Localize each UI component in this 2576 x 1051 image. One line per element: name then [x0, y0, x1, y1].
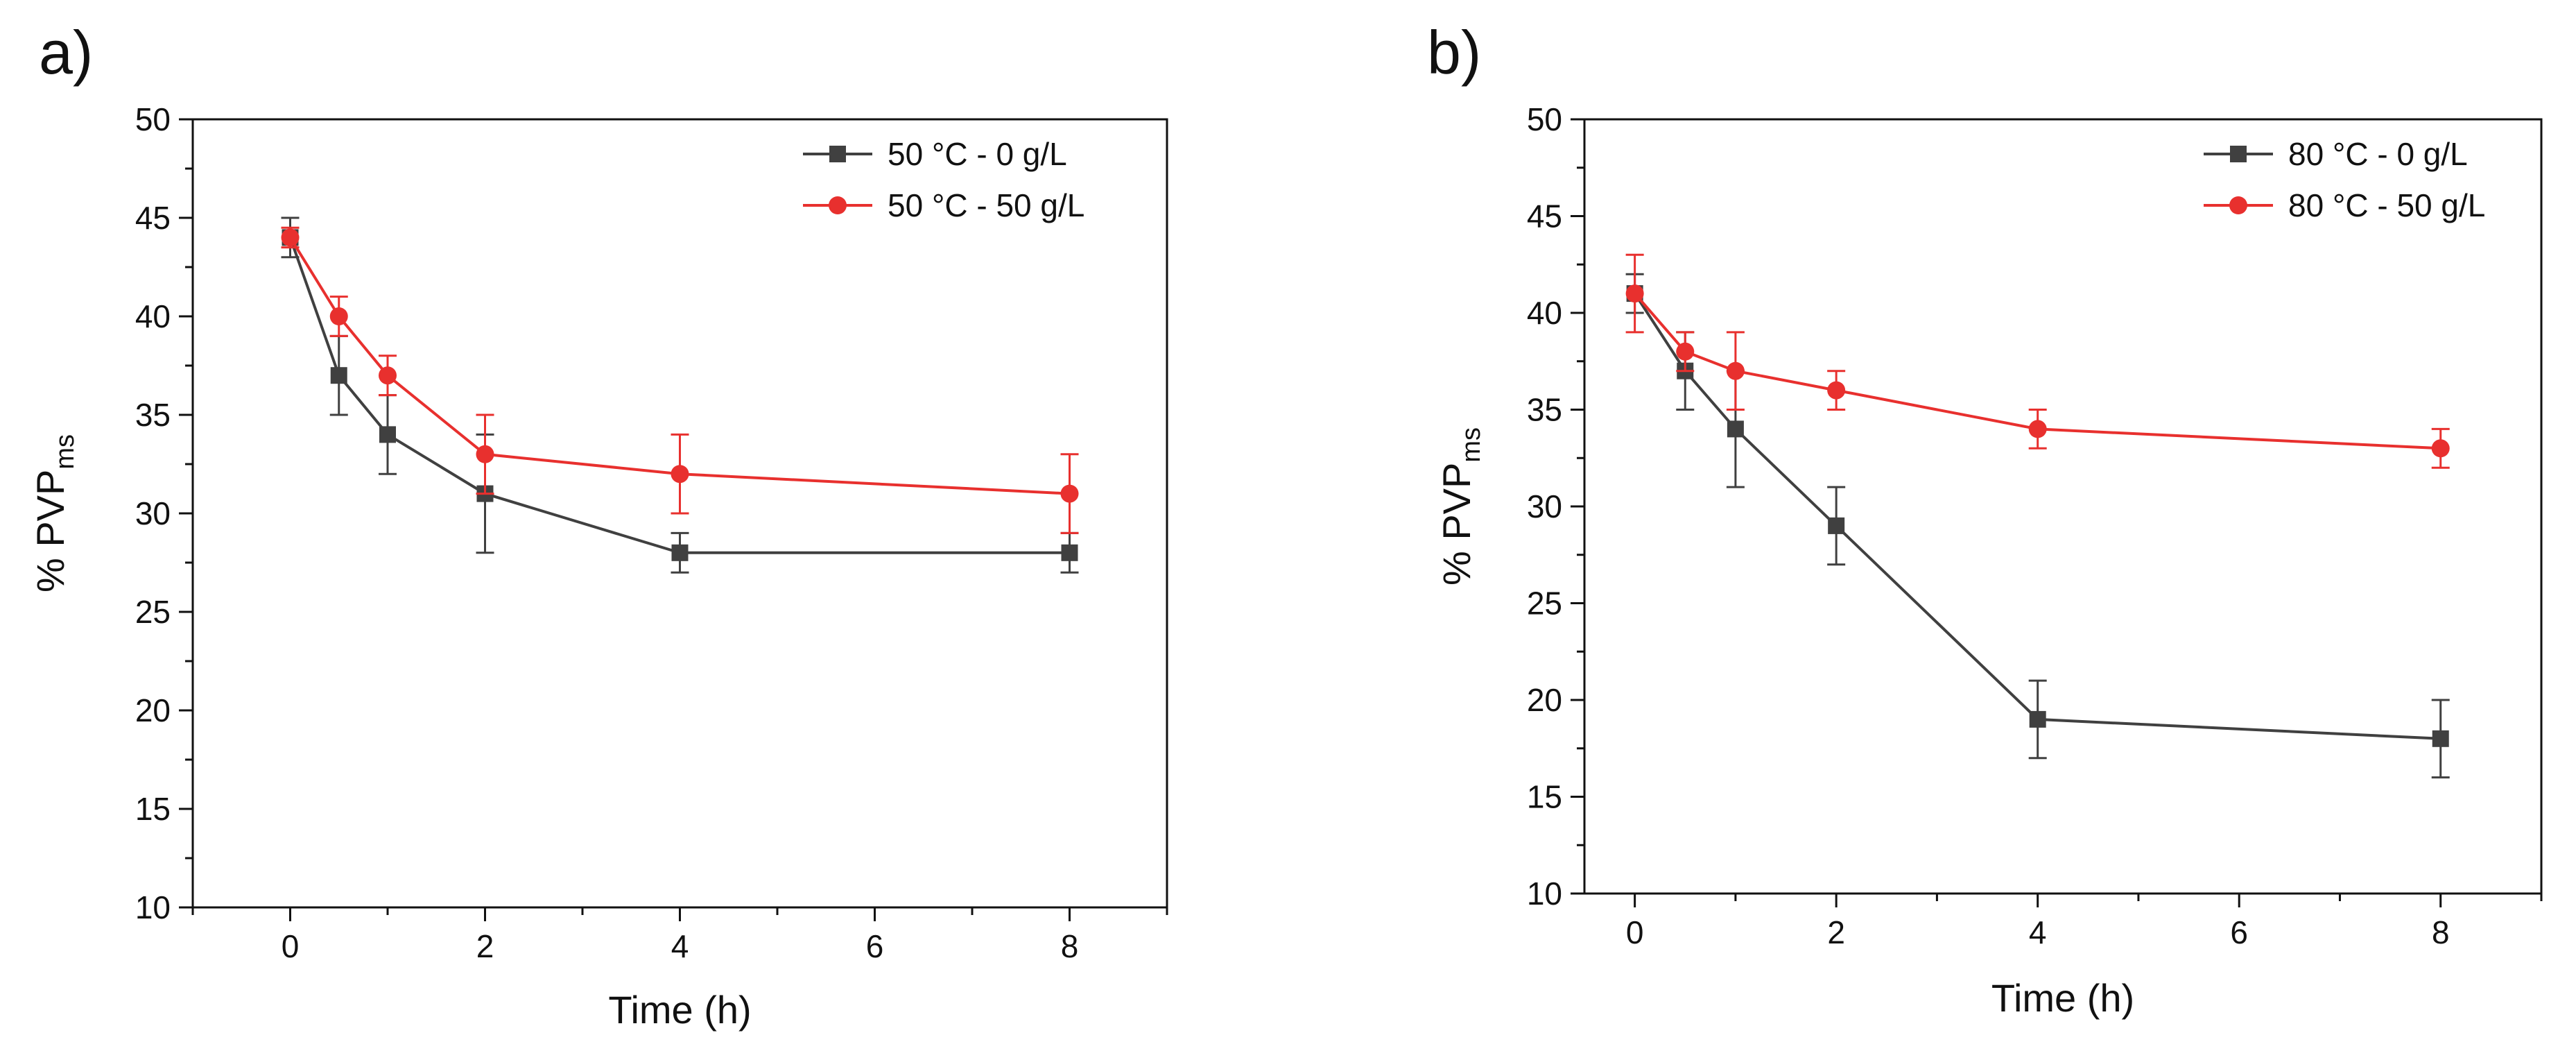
- y-tick-label: 25: [1527, 586, 1562, 622]
- data-point: [2431, 439, 2450, 458]
- y-tick-label: 50: [1527, 101, 1562, 137]
- legend-marker: [829, 196, 847, 214]
- legend: 50 °C - 0 g/L 50 °C - 50 g/L: [803, 136, 1084, 223]
- series-1: [281, 226, 1079, 534]
- y-axis-title-main: % PVP: [28, 470, 72, 592]
- series-1: [1625, 253, 2450, 469]
- legend-entry: 80 °C - 50 g/L: [2204, 187, 2485, 223]
- y-axis-title-subscript: ms: [1457, 427, 1486, 463]
- x-tick-label: 8: [1061, 928, 1079, 964]
- legend-marker: [829, 146, 846, 162]
- data-point: [1727, 420, 1744, 438]
- y-axis-title-main: % PVP: [1435, 463, 1478, 586]
- data-point: [1625, 284, 1644, 303]
- legend-label: 80 °C - 0 g/L: [2288, 136, 2468, 172]
- x-tick-label: 8: [2432, 914, 2450, 950]
- panel-label: b): [1427, 18, 1481, 87]
- series-0: [281, 216, 1079, 574]
- data-point: [329, 307, 348, 325]
- x-tick-label: 2: [1827, 914, 1845, 950]
- data-point: [1676, 342, 1695, 361]
- data-point: [476, 445, 494, 463]
- y-tick-label: 45: [135, 200, 171, 236]
- data-point: [1061, 544, 1078, 561]
- legend-label: 50 °C - 50 g/L: [888, 187, 1084, 223]
- y-tick-label: 30: [1527, 488, 1562, 524]
- x-tick-label: 6: [2230, 914, 2248, 950]
- chart-panel-b: b) 0 2 4 6 8 10 15 20 25 30 35 40 45 50 Time (h) % PVPms…: [1427, 18, 2543, 1020]
- legend-entry: 80 °C - 0 g/L: [2204, 136, 2468, 172]
- legend-marker: [2230, 146, 2247, 162]
- x-axis-title: Time (h): [1991, 976, 2134, 1020]
- series-line: [288, 237, 1070, 495]
- data-point: [1726, 361, 1745, 380]
- data-point: [1827, 381, 1846, 400]
- data-point: [2028, 420, 2047, 438]
- data-point: [1060, 484, 1079, 503]
- y-tick-label: 20: [1527, 682, 1562, 718]
- x-tick-label: 0: [282, 928, 300, 964]
- chart-panel-a: a) 0 2 4 6 8 10 15 20 25 30 35 40 45 50 Time (h) % PVPms…: [28, 18, 1168, 1032]
- x-tick-label: 0: [1626, 914, 1644, 950]
- y-tick-label: 10: [1527, 875, 1562, 912]
- data-point: [671, 544, 689, 561]
- legend-label: 50 °C - 0 g/L: [888, 136, 1067, 172]
- data-point: [330, 367, 347, 384]
- data-point: [379, 426, 396, 443]
- y-axis-title: % PVPms: [1435, 427, 1486, 586]
- series-line: [288, 237, 1070, 554]
- y-tick-label: 15: [135, 791, 171, 827]
- y-tick-label: 35: [1527, 392, 1562, 428]
- legend: 80 °C - 0 g/L 80 °C - 50 g/L: [2204, 136, 2485, 223]
- y-tick-label: 45: [1527, 198, 1562, 234]
- y-axis-title: % PVPms: [28, 434, 80, 592]
- y-tick-label: 35: [135, 397, 171, 433]
- y-tick-label: 20: [135, 692, 171, 728]
- y-axis-title-subscript: ms: [51, 434, 80, 470]
- y-tick-label: 40: [135, 298, 171, 334]
- data-point: [2029, 710, 2046, 728]
- x-axis-title: Time (h): [608, 988, 751, 1032]
- legend-entry: 50 °C - 0 g/L: [803, 136, 1067, 172]
- y-tick-label: 30: [135, 495, 171, 531]
- y-tick-label: 10: [135, 889, 171, 925]
- series-line: [1633, 293, 2441, 740]
- series-line: [1634, 292, 2441, 450]
- y-tick-label: 25: [135, 594, 171, 630]
- legend-marker: [2229, 196, 2247, 214]
- data-point: [281, 228, 300, 247]
- legend-entry: 50 °C - 50 g/L: [803, 187, 1084, 223]
- data-point: [379, 366, 397, 385]
- panel-label: a): [39, 18, 93, 87]
- plot-frame: [1583, 118, 2543, 895]
- y-tick-label: 50: [135, 101, 171, 137]
- y-tick-label: 15: [1527, 779, 1562, 815]
- x-tick-label: 4: [2029, 914, 2047, 950]
- data-point: [1828, 517, 1845, 534]
- x-tick-label: 6: [866, 928, 884, 964]
- legend-label: 80 °C - 50 g/L: [2288, 187, 2485, 223]
- series-0: [1625, 273, 2450, 779]
- y-tick-label: 40: [1527, 295, 1562, 331]
- x-tick-label: 2: [476, 928, 494, 964]
- data-point: [671, 465, 689, 484]
- x-tick-label: 4: [671, 928, 689, 964]
- data-point: [2432, 730, 2449, 747]
